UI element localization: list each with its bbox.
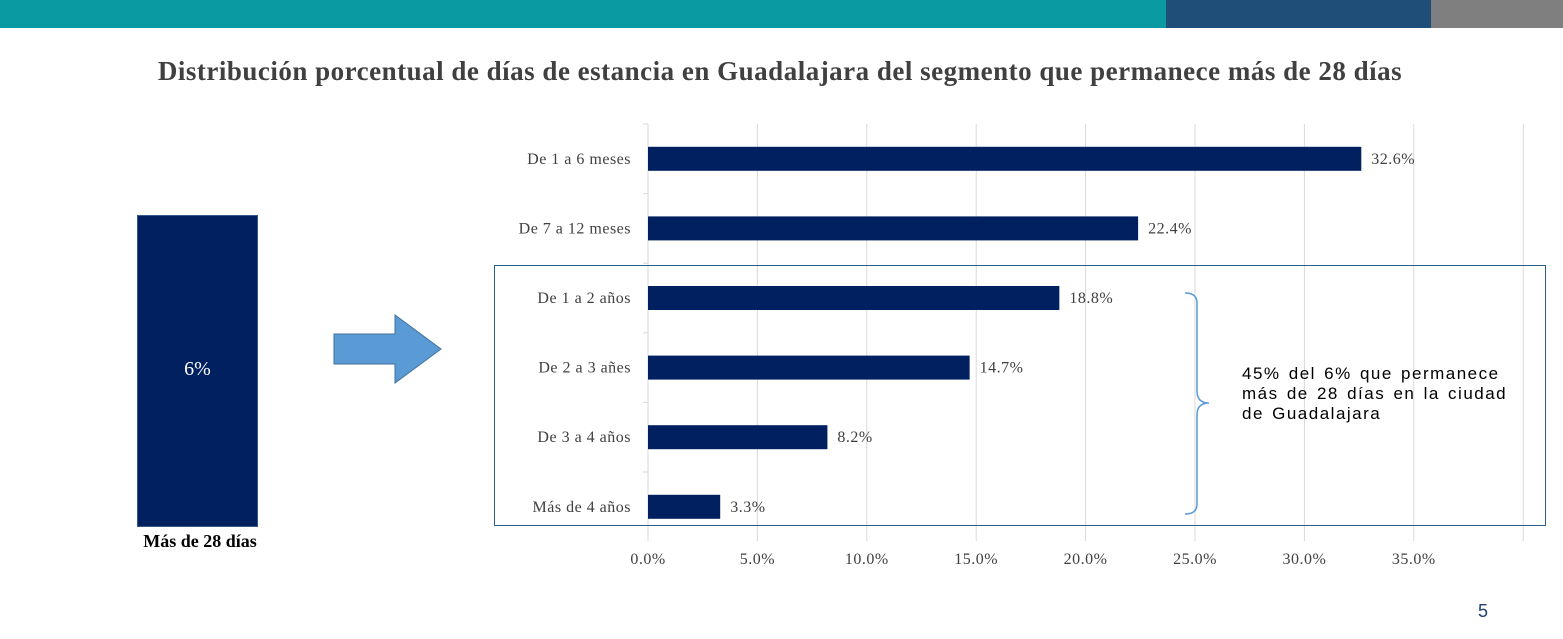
data-label: 8.2%: [837, 429, 872, 446]
segment-bar-label: Más de 28 días: [143, 531, 257, 551]
bar: [648, 286, 1060, 310]
page-number: 5: [1478, 601, 1489, 621]
data-label: 3.3%: [730, 499, 765, 516]
highlight-box: [494, 265, 1546, 526]
x-tick-label: 0.0%: [630, 551, 665, 568]
curly-brace-icon: [1184, 292, 1210, 515]
category-label: De 1 a 2 años: [537, 290, 631, 307]
data-label: 22.4%: [1148, 220, 1192, 237]
x-tick-label: 20.0%: [1064, 551, 1108, 568]
topbar-teal-segment: [0, 0, 1166, 28]
annotation-text: 45% del 6% que permanece más de 28 días …: [1242, 364, 1508, 423]
data-label: 14.7%: [980, 360, 1024, 377]
x-tick-label: 25.0%: [1173, 551, 1217, 568]
bar: [648, 216, 1139, 241]
x-tick-label: 35.0%: [1392, 551, 1436, 568]
category-label: De 2 a 3 añes: [538, 360, 631, 377]
data-label: 32.6%: [1371, 151, 1415, 168]
bar: [648, 146, 1362, 171]
bar: [648, 355, 970, 380]
topbar-blue-segment: [1166, 0, 1431, 28]
data-label: 18.8%: [1069, 290, 1113, 307]
topbar-gray-segment: [1431, 0, 1563, 28]
segment-bar-value: 6%: [184, 358, 211, 380]
category-label: De 3 a 4 años: [537, 429, 631, 446]
category-label: De 7 a 12 meses: [519, 220, 631, 237]
x-tick-label: 30.0%: [1282, 551, 1326, 568]
category-label: De 1 a 6 meses: [527, 151, 631, 168]
x-tick-label: 5.0%: [740, 551, 775, 568]
segment-bar: [137, 215, 258, 527]
x-tick-label: 10.0%: [845, 551, 889, 568]
x-tick-label: 15.0%: [954, 551, 998, 568]
category-label: Más de 4 años: [533, 499, 631, 516]
bar: [648, 425, 828, 450]
chart-title: Distribución porcentual de días de estan…: [157, 56, 1403, 86]
bar: [648, 494, 721, 519]
right-arrow-icon: [333, 314, 442, 384]
